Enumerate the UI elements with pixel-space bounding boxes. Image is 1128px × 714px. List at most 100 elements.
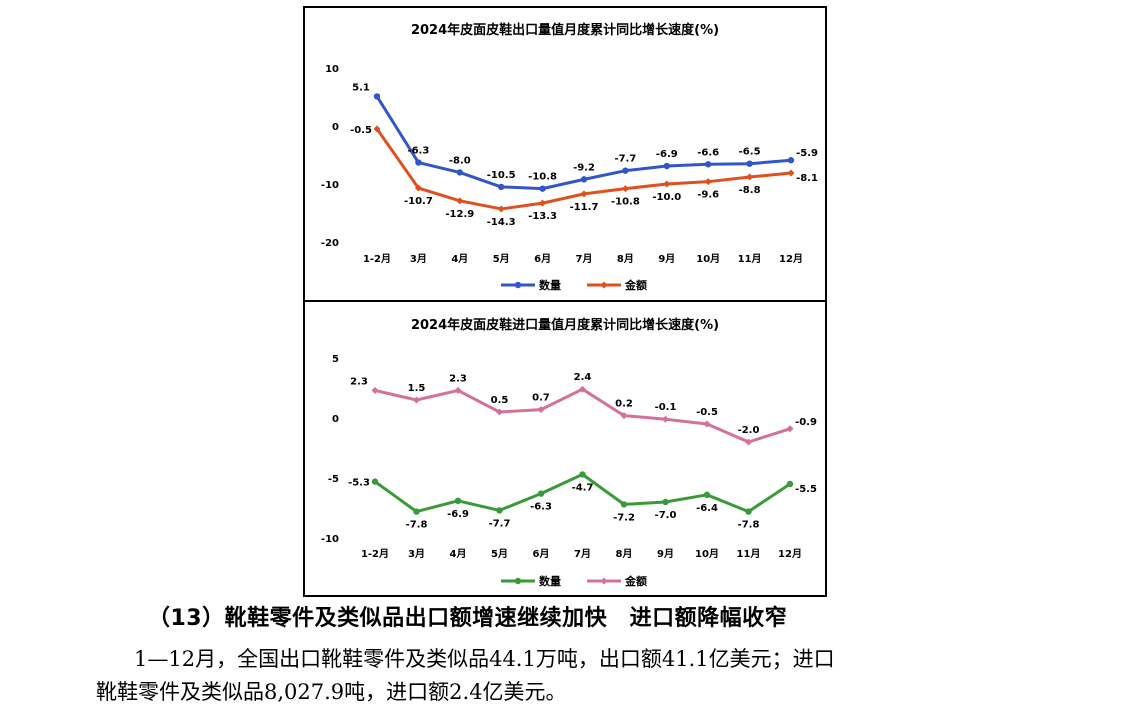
import-data-point	[413, 396, 420, 404]
import-data-point	[454, 386, 462, 394]
export-x-tick-label: 1-2月	[363, 253, 391, 265]
export-data-label: -10.7	[404, 196, 433, 207]
export-data-point	[456, 197, 464, 205]
import-data-point	[620, 501, 628, 508]
import-data-label: 2.3	[449, 373, 467, 384]
export-data-point	[456, 169, 463, 176]
export-data-label: -6.9	[656, 149, 678, 160]
import-growth-chart: 2024年皮面皮鞋进口量值月度累计同比增长速度(%) 5 0 -5 -10 1-2月 3月 4…	[303, 300, 827, 597]
export-legend-marker	[514, 281, 522, 289]
import-x-tick-label: 11月	[737, 548, 761, 560]
import-legend-marker	[600, 577, 608, 585]
export-data-label: -14.3	[487, 217, 516, 228]
export-data-point	[373, 125, 381, 133]
export-x-tick-label: 7月	[576, 253, 593, 265]
export-data-label: -10.8	[528, 172, 557, 183]
export-data-label: -10.8	[611, 197, 640, 208]
export-data-label: -8.0	[449, 155, 471, 166]
import-legend-label: 金额	[624, 574, 647, 588]
export-y-tick-label: 0	[332, 122, 339, 133]
import-x-tick-label: 10月	[695, 548, 719, 560]
import-chart-svg: 2024年皮面皮鞋进口量值月度累计同比增长速度(%) 5 0 -5 -10 1-2月 3月 4…	[321, 317, 817, 588]
import-y-tick-label: -10	[321, 534, 339, 545]
import-data-label: 0.5	[491, 395, 509, 406]
import-data-label: -7.8	[406, 520, 428, 531]
export-x-tick-label: 4月	[451, 253, 468, 265]
import-data-point	[786, 425, 794, 433]
export-data-label: -11.7	[570, 202, 599, 213]
paragraph-text-1: 1—12月，全国出口靴鞋零件及类似品44.1万吨，出口额41.1亿美元；进口	[134, 647, 835, 671]
import-data-point	[579, 385, 586, 393]
import-x-tick-label: 3月	[408, 548, 425, 560]
import-x-tick-label: 9月	[657, 548, 674, 560]
export-data-point	[580, 190, 588, 198]
import-data-label: -2.0	[738, 425, 760, 436]
import-data-point	[537, 490, 545, 497]
import-data-point	[703, 420, 711, 428]
export-data-point	[539, 199, 547, 207]
import-data-label: 0.7	[532, 393, 550, 404]
import-data-label: -0.1	[655, 402, 677, 413]
export-data-label: -10.5	[487, 170, 516, 181]
import-data-label: -7.8	[738, 520, 760, 531]
export-data-label: -9.2	[573, 162, 595, 173]
import-data-point	[786, 480, 794, 488]
export-chart-title: 2024年皮面皮鞋出口量值月度累计同比增长速度(%)	[411, 22, 719, 38]
import-y-tick-label: 5	[332, 354, 339, 365]
export-data-label: -0.5	[350, 125, 372, 136]
export-data-label: 5.1	[352, 82, 370, 93]
export-data-point	[621, 185, 629, 193]
export-data-point	[497, 205, 505, 213]
import-data-label: -0.9	[795, 417, 817, 428]
export-legend-label: 金额	[624, 278, 647, 292]
export-data-label: -7.7	[614, 154, 636, 165]
import-data-label: -6.4	[696, 503, 718, 514]
export-data-point	[663, 180, 671, 188]
import-x-tick-label: 8月	[616, 548, 633, 560]
export-x-tick-label: 10月	[696, 253, 720, 265]
export-data-label: -6.3	[407, 146, 429, 157]
paragraph-line-1: 1—12月，全国出口靴鞋零件及类似品44.1万吨，出口额41.1亿美元；进口	[96, 643, 1106, 676]
export-y-tick-label: 10	[325, 64, 339, 75]
export-y-tick-label: -10	[321, 180, 339, 191]
export-x-tick-label: 8月	[617, 253, 634, 265]
import-data-label: 2.4	[574, 372, 592, 383]
import-data-point	[662, 498, 669, 506]
export-data-label: -8.8	[739, 185, 761, 196]
import-x-tick-label: 12月	[778, 548, 802, 560]
export-data-point	[787, 157, 795, 164]
import-data-point	[537, 406, 545, 414]
import-data-point	[579, 471, 586, 478]
import-x-tick-label: 5月	[491, 548, 508, 560]
export-growth-chart: 2024年皮面皮鞋出口量值月度累计同比增长速度(%) 10 0 -10 -20 1-2月 3…	[303, 6, 827, 302]
import-data-label: 2.3	[350, 376, 368, 387]
export-data-point	[414, 184, 422, 192]
import-data-label: -0.5	[696, 407, 718, 418]
section-heading: （13）靴鞋零件及类似品出口额增速继续加快 进口额降幅收窄	[148, 606, 788, 631]
export-series-line-1	[375, 95, 792, 191]
export-data-point	[704, 178, 712, 186]
export-data-point	[663, 162, 670, 170]
export-data-point	[373, 93, 381, 100]
export-data-point	[787, 169, 795, 177]
export-data-point	[746, 160, 753, 167]
import-data-label: -6.3	[530, 502, 552, 513]
export-x-tick-label: 5月	[493, 253, 510, 265]
paragraph-text-2: 靴鞋零件及类似品8,027.9吨，进口额2.4亿美元。	[96, 680, 567, 704]
import-x-tick-label: 7月	[574, 548, 591, 560]
import-data-label: -7.2	[613, 512, 635, 523]
import-data-label: -7.0	[655, 510, 677, 521]
export-data-point	[498, 183, 505, 191]
export-data-point	[705, 161, 712, 168]
import-data-label: 0.2	[615, 399, 633, 410]
export-x-tick-label: 11月	[738, 253, 762, 265]
import-data-point	[371, 478, 379, 485]
export-y-tick-label: -20	[321, 238, 339, 249]
export-data-label: -10.0	[652, 192, 681, 203]
import-y-tick-label: -5	[328, 474, 339, 485]
export-data-point	[622, 167, 629, 174]
export-data-point	[746, 173, 754, 181]
export-data-label: -12.9	[445, 209, 474, 220]
import-data-point	[496, 408, 503, 416]
import-data-point	[371, 386, 379, 394]
